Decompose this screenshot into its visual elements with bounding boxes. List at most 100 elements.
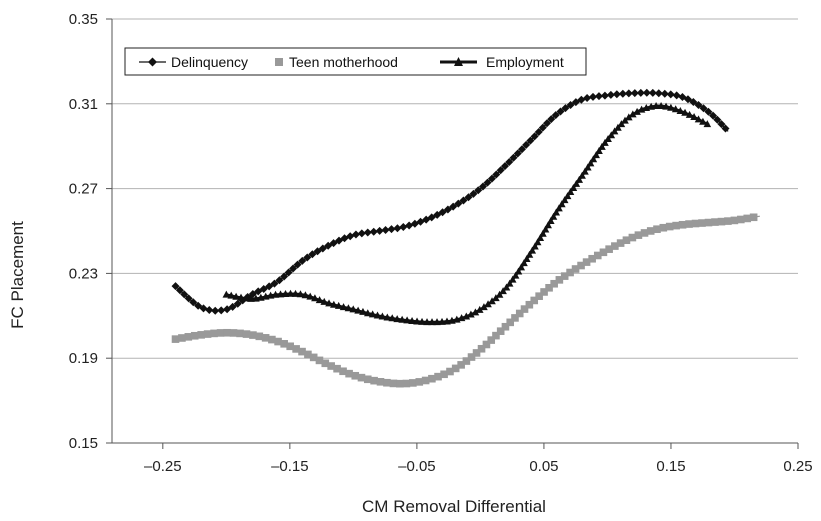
data-point-square (184, 333, 193, 341)
data-point-triangle (388, 314, 397, 322)
data-point-triangle (276, 290, 285, 298)
data-point-triangle (671, 105, 680, 113)
data-point-square (540, 288, 548, 296)
data-point-square (357, 373, 366, 382)
data-point-diamond (530, 132, 539, 141)
data-point-triangle (592, 151, 600, 159)
data-point-triangle (549, 212, 558, 220)
data-point-square (292, 345, 300, 353)
legend-item-teen-motherhood: Teen motherhood (275, 54, 398, 70)
data-point-square (545, 284, 553, 292)
data-point-triangle (315, 296, 324, 304)
data-point-square (665, 222, 674, 231)
data-point-triangle (578, 171, 586, 179)
data-point-diamond (270, 279, 279, 288)
data-point-square (477, 344, 486, 353)
data-point-square (457, 361, 465, 369)
data-point-square (304, 350, 312, 359)
data-point-square (428, 374, 436, 383)
data-point-diamond (180, 290, 189, 299)
legend-marker-delinquency-diamond-icon (148, 57, 157, 67)
legend-marker-teen-motherhood-square-icon (275, 58, 283, 66)
data-point-square (487, 336, 496, 344)
data-point-diamond (630, 89, 639, 98)
data-point-triangle (511, 271, 520, 279)
data-point-square (571, 265, 580, 273)
data-point-triangle (514, 267, 523, 275)
data-point-diamond (654, 89, 663, 98)
data-point-triangle (614, 123, 622, 131)
data-point-square (203, 330, 212, 338)
data-point-square (501, 322, 510, 331)
series-delinquency (171, 88, 730, 315)
data-point-square (730, 216, 739, 225)
data-point-square (327, 362, 335, 370)
legend: Delinquency Teen motherhood Employment (124, 47, 587, 76)
data-point-diamond (517, 145, 526, 154)
data-point-square (280, 340, 288, 348)
data-point-diamond (612, 90, 621, 99)
data-point-square (482, 340, 491, 349)
grid-lines (112, 18, 798, 359)
data-point-diamond (618, 89, 627, 98)
data-point-triangle (681, 108, 689, 116)
data-point-square (622, 236, 631, 245)
data-point-diamond (194, 301, 203, 310)
series-employment (222, 101, 712, 326)
data-point-diamond (556, 107, 565, 116)
data-point-square (530, 296, 539, 305)
data-point-diamond (526, 136, 535, 145)
x-tick-label: –0.25 (144, 458, 182, 475)
data-point-square (678, 220, 687, 229)
data-point-diamond (513, 149, 522, 158)
data-point-triangle (629, 110, 637, 118)
data-point-square (315, 356, 324, 365)
data-point-triangle (575, 175, 584, 183)
data-point-triangle (368, 310, 377, 318)
data-point-triangle (508, 275, 517, 283)
legend-label-delinquency: Delinquency (171, 54, 248, 70)
data-point-triangle (528, 246, 537, 254)
data-point-square (402, 379, 411, 388)
data-point-square (691, 219, 700, 228)
data-point-square (743, 214, 752, 223)
data-point-diamond (483, 178, 492, 187)
data-point-diamond (393, 224, 402, 233)
data-point-square (646, 227, 655, 235)
data-point-triangle (583, 163, 592, 171)
data-point-triangle (398, 315, 406, 323)
data-point-diamond (636, 88, 645, 97)
data-point-triangle (227, 291, 236, 299)
series-line (225, 104, 710, 324)
data-point-square (555, 276, 564, 284)
data-point-triangle (598, 142, 606, 150)
y-tick-label: 0.15 (69, 435, 98, 452)
data-point-triangle (505, 279, 514, 287)
data-point-triangle (541, 225, 550, 233)
data-point-triangle (657, 101, 665, 109)
data-point-square (434, 372, 442, 381)
data-point-square (309, 353, 318, 362)
data-point-diamond (280, 272, 289, 281)
data-point-diamond (600, 91, 609, 100)
data-point-square (611, 242, 619, 250)
data-point-diamond (189, 298, 198, 307)
data-point-diamond (265, 282, 274, 291)
data-point-triangle (301, 291, 310, 299)
data-point-triangle (286, 289, 295, 297)
data-point-triangle (349, 305, 358, 313)
data-point-diamond (399, 222, 408, 231)
data-point-square (749, 213, 758, 222)
data-point-square (345, 369, 353, 378)
data-point-square (560, 272, 569, 280)
data-point-triangle (330, 300, 338, 308)
data-point-triangle (296, 290, 305, 298)
data-point-triangle (378, 312, 387, 320)
data-point-triangle (552, 208, 561, 216)
data-point-triangle (467, 310, 475, 318)
data-point-diamond (454, 199, 463, 208)
data-point-square (409, 379, 417, 387)
data-point-triangle (325, 299, 333, 307)
data-point-diamond (293, 260, 302, 269)
data-point-diamond (672, 91, 681, 100)
